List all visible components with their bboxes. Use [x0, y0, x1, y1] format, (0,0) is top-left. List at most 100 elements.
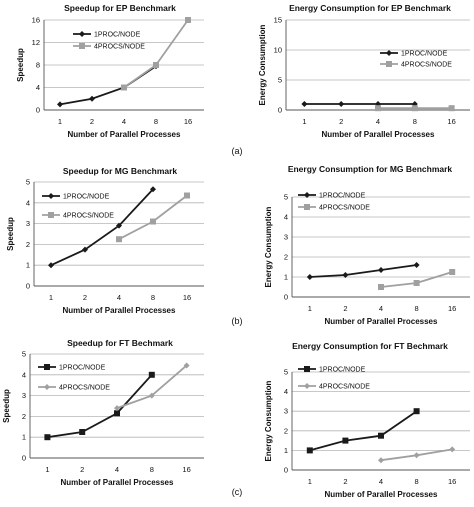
caption-c: (c) [232, 487, 243, 497]
mg-speedup-ytick-label: 5 [26, 178, 30, 187]
mg-energy-xtick-label: 16 [448, 304, 456, 313]
ep-speedup-data-point [57, 101, 63, 108]
ep-energy-legend-marker [386, 50, 392, 56]
ep-speedup-xtick-label: 1 [58, 117, 62, 126]
mg-energy-y-axis-label: Energy Consumption [264, 206, 273, 287]
mg-energy-data-point [378, 284, 384, 290]
ft-energy-data-point [449, 446, 456, 453]
mg-speedup-data-point [150, 186, 156, 193]
mg-energy-xtick-label: 4 [379, 304, 383, 313]
mg-speedup-ytick-label: 1 [26, 261, 30, 270]
ep-speedup-y-axis-label: Speedup [16, 48, 25, 82]
ft-energy-xtick-label: 8 [415, 477, 419, 486]
ft-energy-xtick-label: 16 [448, 477, 456, 486]
ep-speedup-series-line-1 [123, 19, 189, 89]
ft-speedup-title: Speedup for FT Bechmark [67, 338, 173, 348]
mg-speedup-title: Speedup for MG Benchmark [63, 166, 178, 176]
ep-energy-x-axis-label: Number of Parallel Processes [322, 130, 435, 139]
ft-speedup-y-axis-label: Speedup [2, 389, 11, 423]
mg-energy-ytick-label: 1 [284, 273, 288, 282]
mg-energy-legend-marker [304, 192, 310, 198]
ep-energy-ytick-label: 5 [278, 76, 282, 85]
mg-energy-legend-label: 1PROC/NODE [319, 193, 366, 200]
ft-energy-ytick-label: 1 [284, 446, 288, 455]
mg-speedup-legend-label: 1PROC/NODE [63, 194, 110, 201]
ft-energy-data-point [342, 437, 349, 444]
mg-energy-xtick-label: 8 [415, 304, 419, 313]
mg-speedup-y-axis-label: Speedup [6, 217, 15, 251]
mg-energy-ytick-label: 5 [284, 193, 288, 202]
mg-speedup-data-point [184, 192, 190, 199]
ep-energy-ytick-label: 15 [274, 16, 282, 25]
ep-speedup-legend-marker [79, 31, 85, 37]
ep-speedup-data-point [153, 62, 159, 68]
caption-b: (b) [232, 316, 243, 326]
ft-energy-x-axis-label: Number of Parallel Processes [325, 490, 438, 499]
ft-speedup-ytick-label: 3 [22, 391, 26, 400]
ep-speedup-ytick-label: 16 [32, 16, 40, 25]
ft-energy-title: Energy Consumption for FT Bechmark [292, 341, 448, 351]
mg-energy-ytick-label: 4 [284, 213, 288, 222]
ft-speedup-xtick-label: 8 [150, 465, 154, 474]
ep-energy-legend-label: 1PROC/NODE [401, 51, 448, 58]
ft-energy-legend-marker [304, 366, 310, 372]
ep-energy-ytick-label: 0 [278, 106, 282, 115]
ft-speedup-ytick-label: 5 [22, 350, 26, 359]
ft-energy-ytick-label: 5 [284, 368, 288, 377]
ep-energy-title: Energy Consumption for EP Benchmark [289, 3, 451, 13]
ep-energy-data-point [301, 101, 308, 107]
mg-energy-legend-label: 4PROCS/NODE [319, 205, 370, 212]
ft-speedup-x-axis-label: Number of Parallel Processes [61, 478, 174, 487]
ft-energy-ytick-label: 3 [284, 407, 288, 416]
mg-speedup-ytick-label: 4 [26, 198, 30, 207]
ep-energy-ytick-label: 10 [274, 46, 282, 55]
ft-speedup-legend-marker [44, 364, 50, 370]
ep-energy-xtick-label: 4 [376, 117, 380, 126]
ep-speedup-legend-label: 1PROC/NODE [94, 32, 141, 39]
ep-energy-xtick-label: 8 [413, 117, 417, 126]
mg-energy-xtick-label: 2 [343, 304, 347, 313]
mg-speedup-series-line-1 [118, 194, 188, 240]
ft-energy-ytick-label: 4 [284, 387, 288, 396]
ft-energy-legend-label: 1PROC/NODE [319, 367, 366, 374]
mg-speedup-xtick-label: 8 [151, 293, 155, 302]
ft-speedup-xtick-label: 16 [182, 465, 190, 474]
mg-energy-ytick-label: 2 [284, 253, 288, 262]
ep-speedup-xtick-label: 8 [154, 117, 158, 126]
ep-energy-y-axis-label: Energy Consumption [258, 24, 267, 105]
ep-energy-legend-label: 4PROCS/NODE [401, 62, 452, 69]
ft-energy-data-point [413, 452, 420, 459]
ft-energy-series-line-0 [309, 410, 418, 452]
ep-energy-legend-marker [386, 61, 392, 67]
ep-speedup-ytick-label: 4 [36, 83, 40, 92]
ep-energy-xtick-label: 1 [302, 117, 306, 126]
mg-energy-series-line-0 [309, 264, 417, 278]
ft-energy-legend-marker [304, 383, 310, 389]
ft-energy-xtick-label: 2 [343, 477, 347, 486]
ep-speedup-ytick-label: 8 [36, 61, 40, 70]
mg-speedup-legend-marker [48, 212, 54, 218]
ft-energy-ytick-label: 2 [284, 426, 288, 435]
mg-speedup-ytick-label: 0 [26, 282, 30, 291]
mg-speedup-data-point [116, 222, 122, 229]
ft-speedup-xtick-label: 1 [45, 465, 49, 474]
ep-energy-xtick-label: 2 [339, 117, 343, 126]
mg-energy-data-point [413, 280, 420, 286]
ft-speedup-legend-label: 4PROCS/NODE [59, 385, 110, 392]
ep-energy-data-point [411, 105, 418, 112]
mg-speedup-xtick-label: 16 [183, 293, 191, 302]
ep-speedup-data-point [185, 17, 191, 23]
ft-speedup-ytick-label: 4 [22, 370, 26, 379]
mg-energy-data-point [342, 272, 349, 278]
ft-energy-legend-label: 4PROCS/NODE [319, 384, 370, 391]
mg-energy-ytick-label: 0 [284, 293, 288, 302]
ft-speedup-data-point [148, 392, 155, 399]
ep-energy-data-point [448, 105, 455, 112]
ft-energy-y-axis-label: Energy Consumption [264, 380, 273, 461]
ft-energy-ytick-label: 0 [284, 466, 288, 475]
mg-energy-title: Energy Consumption for MG Benchmark [288, 164, 453, 174]
mg-speedup-ytick-label: 2 [26, 240, 30, 249]
ep-energy-xtick-label: 16 [447, 117, 455, 126]
ep-speedup-legend-label: 4PROCS/NODE [94, 44, 145, 51]
